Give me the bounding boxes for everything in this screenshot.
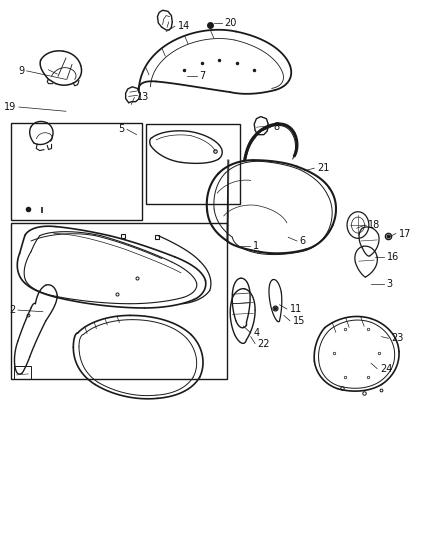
Text: 22: 22 [258, 338, 270, 349]
Text: 15: 15 [293, 316, 305, 326]
Text: 5: 5 [118, 124, 124, 134]
Text: 6: 6 [300, 236, 306, 246]
Bar [146, 124, 240, 204]
Text: 1: 1 [252, 241, 258, 251]
Text: 2: 2 [9, 305, 15, 315]
Text: 16: 16 [387, 252, 399, 262]
Text: 3: 3 [387, 279, 393, 288]
Text: 19: 19 [4, 102, 16, 112]
Text: 8: 8 [273, 122, 279, 132]
Text: 17: 17 [399, 229, 411, 239]
Text: 4: 4 [253, 328, 259, 338]
Text: 11: 11 [290, 304, 302, 314]
Text: 7: 7 [199, 71, 205, 81]
Text: 9: 9 [18, 66, 24, 76]
Text: 21: 21 [317, 163, 329, 173]
Text: 13: 13 [137, 92, 149, 102]
Bar [14, 366, 31, 379]
Text: 23: 23 [391, 333, 403, 343]
Bar [11, 123, 142, 220]
Text: 20: 20 [224, 18, 237, 28]
Text: 14: 14 [177, 21, 190, 31]
Bar [11, 223, 227, 379]
Text: 18: 18 [368, 220, 380, 230]
Text: 24: 24 [380, 364, 392, 374]
